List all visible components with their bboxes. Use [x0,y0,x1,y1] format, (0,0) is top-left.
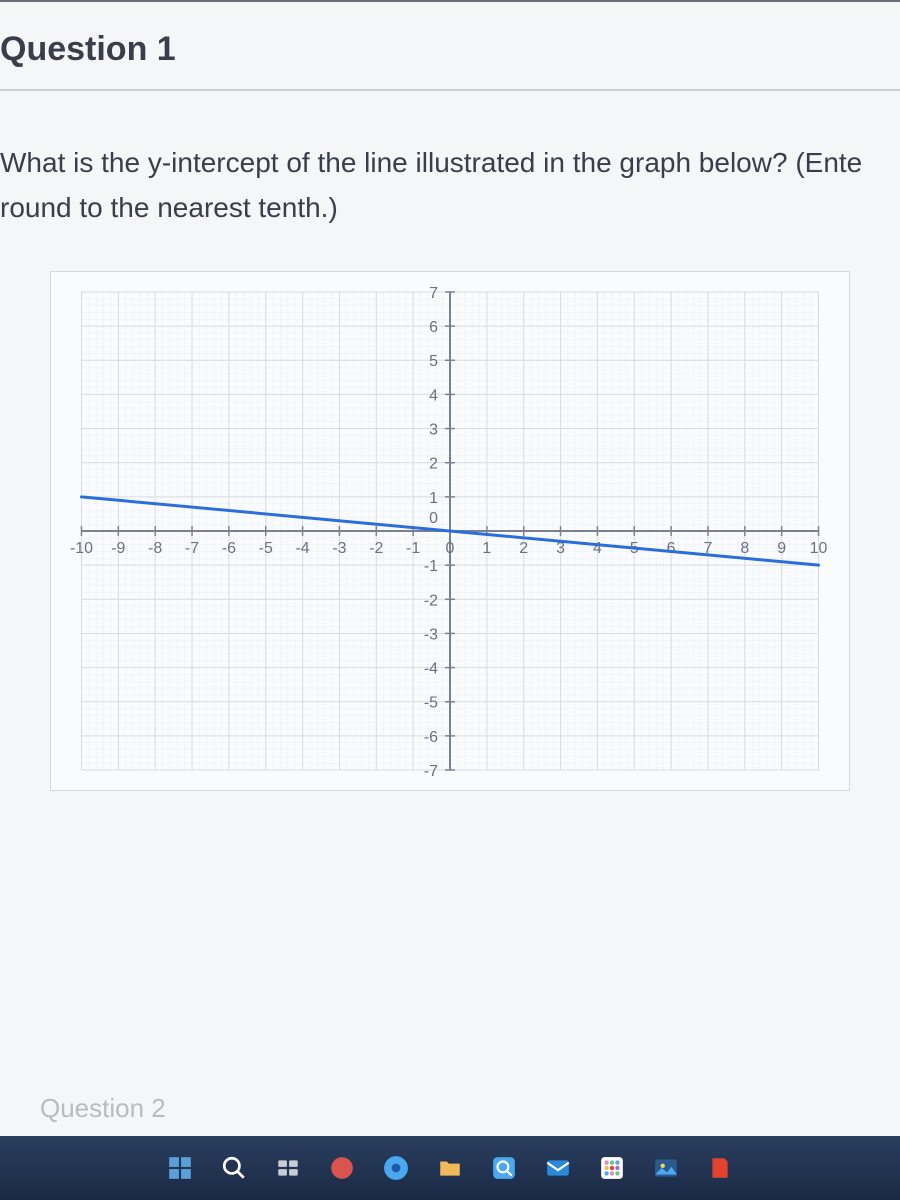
question-prompt: What is the y-intercept of the line illu… [0,141,880,231]
svg-text:1: 1 [482,540,491,557]
next-question-link[interactable]: Question 2 [40,1093,166,1124]
chat-icon[interactable] [321,1147,363,1189]
svg-text:4: 4 [593,540,602,557]
svg-text:6: 6 [429,319,438,336]
svg-text:2: 2 [429,455,438,472]
svg-text:-1: -1 [406,540,420,557]
svg-text:7: 7 [429,285,438,302]
window-frame-edge [0,0,900,2]
browser-icon[interactable] [375,1147,417,1189]
svg-text:-1: -1 [424,558,438,575]
explorer-icon[interactable] [429,1147,471,1189]
svg-text:0: 0 [429,510,438,527]
svg-text:-5: -5 [424,694,438,711]
office-icon[interactable] [699,1147,741,1189]
svg-text:9: 9 [777,540,786,557]
taskview-icon[interactable] [267,1147,309,1189]
coordinate-graph: -10-9-8-7-6-5-4-3-2-1012345678910-7-6-5-… [61,282,839,780]
svg-text:2: 2 [519,540,528,557]
photos-icon[interactable] [645,1147,687,1189]
svg-text:-3: -3 [424,626,438,643]
svg-text:-7: -7 [424,763,438,780]
magnify-icon[interactable] [483,1147,525,1189]
mail-icon[interactable] [537,1147,579,1189]
svg-text:-2: -2 [369,540,383,557]
svg-text:4: 4 [429,387,438,404]
apps-icon[interactable] [591,1147,633,1189]
svg-text:-8: -8 [148,540,162,557]
svg-text:-2: -2 [424,592,438,609]
svg-text:-4: -4 [424,660,438,677]
svg-text:-4: -4 [296,540,310,557]
start-icon[interactable] [159,1147,201,1189]
svg-text:0: 0 [446,540,455,557]
svg-text:-10: -10 [70,540,93,557]
question-title: Question 1 [0,30,880,69]
svg-text:10: 10 [810,540,828,557]
svg-text:-7: -7 [185,540,199,557]
windows-taskbar[interactable] [0,1136,900,1200]
graph-container: -10-9-8-7-6-5-4-3-2-1012345678910-7-6-5-… [50,271,850,791]
svg-text:-3: -3 [332,540,346,557]
svg-text:-5: -5 [259,540,273,557]
svg-text:6: 6 [667,540,676,557]
svg-text:1: 1 [429,489,438,506]
section-divider [0,89,900,91]
svg-text:5: 5 [429,353,438,370]
svg-text:8: 8 [740,540,749,557]
svg-text:3: 3 [429,421,438,438]
svg-text:-6: -6 [222,540,236,557]
search-icon[interactable] [213,1147,255,1189]
svg-text:-6: -6 [424,728,438,745]
svg-text:-9: -9 [111,540,125,557]
